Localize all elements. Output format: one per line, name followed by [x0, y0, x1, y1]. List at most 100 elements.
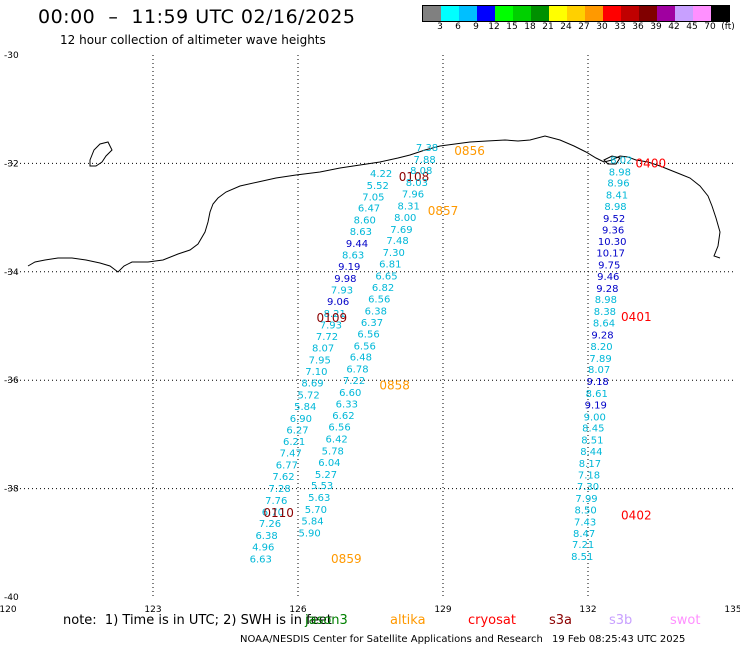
wave-height-label: 7.93 [331, 285, 353, 296]
wave-height-label: 5.90 [298, 528, 320, 539]
wave-height-label: 8.96 [607, 179, 629, 190]
colorbar-label: 33 [614, 22, 626, 32]
wave-height-label: 6.56 [368, 295, 390, 306]
colorbar-label: 21 [542, 22, 554, 32]
wave-height-label: 8.69 [301, 379, 323, 390]
pass-time-label: 0857 [428, 204, 459, 218]
latitude-tick-label: -40 [4, 593, 19, 603]
wave-height-label: 7.72 [316, 332, 338, 343]
wave-height-label: 8.41 [606, 191, 628, 202]
satellite-legend-s3b: s3b [609, 613, 633, 628]
wave-height-label: 9.19 [585, 400, 607, 411]
latitude-tick-label: -30 [4, 51, 19, 61]
longitude-tick-label: 123 [144, 605, 161, 615]
latitude-tick-label: -32 [4, 159, 19, 169]
map-labels: 120 123 126 129 132 135 -30 -32 -34 -36 -38 -40 4.22… [0, 51, 740, 615]
wave-height-label: 6.77 [276, 461, 298, 472]
satellite-legend-altika: altika [390, 613, 426, 628]
wave-height-label: 9.75 [598, 261, 620, 272]
latitude-tick-label: -38 [4, 485, 19, 495]
wave-height-label: 6.62 [332, 411, 354, 422]
wave-height-label: 6.56 [328, 423, 350, 434]
wave-height-label: 5.52 [367, 181, 389, 192]
colorbar-label: 36 [632, 22, 644, 32]
wave-height-label: 6.63 [250, 554, 272, 565]
wave-height-label: 6.81 [379, 259, 401, 270]
wave-height-label: 7.26 [259, 519, 281, 530]
map-grid [8, 55, 733, 597]
page-title: 00:00 – 11:59 UTC 02/16/2025 [38, 6, 356, 28]
wave-height-label: 8.63 [350, 227, 372, 238]
longitude-tick-label: 135 [724, 605, 740, 615]
pass-time-label: 0109 [317, 311, 348, 325]
wave-height-label: 10.30 [598, 237, 627, 248]
wave-height-label: 7.21 [572, 540, 594, 551]
wave-height-label: 8.45 [582, 424, 604, 435]
wave-height-label: 6.90 [290, 414, 312, 425]
wave-height-label: 6.38 [255, 531, 277, 542]
colorbar-label: 70 [704, 22, 716, 32]
colorbar-label: 27 [578, 22, 590, 32]
wave-height-label: 9.98 [334, 274, 356, 285]
wave-height-label: 7.05 [362, 192, 384, 203]
wave-height-label: 9.28 [591, 330, 613, 341]
wave-height-label: 7.76 [265, 496, 287, 507]
colorbar-label: 18 [524, 22, 536, 32]
wave-height-label: 8.64 [593, 319, 615, 330]
wave-height-label: 5.78 [322, 446, 344, 457]
colorbar-swatch [657, 6, 675, 21]
wave-height-label: 6.33 [336, 399, 358, 410]
colorbar-swatch [567, 6, 585, 21]
wave-height-label: 8.51 [571, 552, 593, 563]
colorbar-swatch [423, 6, 441, 21]
colorbar-label: 6 [455, 22, 461, 32]
longitude-tick-label: 129 [434, 605, 451, 615]
wave-height-label: 7.10 [305, 367, 327, 378]
wave-height-label: 9.28 [596, 284, 618, 295]
island-outline [89, 141, 113, 167]
wave-height-label: 8.08 [410, 166, 432, 177]
footer-note: note: 1) Time is in UTC; 2) SWH is in fe… [63, 613, 332, 628]
wave-height-label: 6.37 [361, 318, 383, 329]
wave-height-label: 7.22 [343, 376, 365, 387]
wave-height-label: 6.04 [318, 458, 340, 469]
wave-height-label: 8.38 [594, 307, 616, 318]
wave-height-label: 4.22 [370, 169, 392, 180]
colorbar-swatch [513, 6, 531, 21]
wave-height-label: 8.51 [581, 436, 603, 447]
wave-height-label: 6.60 [339, 388, 361, 399]
colorbar-label: 3 [437, 22, 443, 32]
wave-height-label: 8.17 [579, 459, 601, 470]
wave-height-label: 6.48 [350, 353, 372, 364]
colorbar-swatch [459, 6, 477, 21]
colorbar-swatch [711, 6, 729, 21]
wave-height-colorbar [422, 5, 730, 22]
wave-height-label: 7.48 [386, 236, 408, 247]
wave-height-label: 8.61 [586, 389, 608, 400]
wave-height-label: 8.47 [573, 529, 595, 540]
wave-height-label: 7.95 [309, 355, 331, 366]
colorbar-label: 12 [488, 22, 500, 32]
wave-height-label: 9.46 [597, 272, 619, 283]
wave-height-label: 8.63 [342, 250, 364, 261]
wave-height-label: 8.02 [610, 155, 632, 166]
pass-time-label: 0110 [263, 506, 294, 520]
pass-time-label: 0856 [454, 144, 485, 158]
wave-height-label: 8.00 [394, 213, 416, 224]
colorbar-swatch [477, 6, 495, 21]
wave-height-label: 5.72 [298, 391, 320, 402]
pass-time-label: 0859 [331, 552, 362, 566]
wave-height-label: 6.42 [326, 435, 348, 446]
wave-height-label: 7.88 [414, 155, 436, 166]
wave-height-label: 9.00 [584, 412, 606, 423]
wave-height-label: 6.70 [262, 508, 284, 519]
satellite-legend-s3a: s3a [549, 613, 573, 628]
wave-height-label: 5.63 [308, 493, 330, 504]
wave-height-label: 8.07 [312, 343, 334, 354]
colorbar-swatch [621, 6, 639, 21]
wave-height-label: 7.69 [390, 225, 412, 236]
wave-height-label: 6.21 [283, 437, 305, 448]
wave-height-label: 8.98 [609, 167, 631, 178]
wave-height-label: 5.27 [315, 470, 337, 481]
wave-height-label: 7.30 [383, 248, 405, 259]
